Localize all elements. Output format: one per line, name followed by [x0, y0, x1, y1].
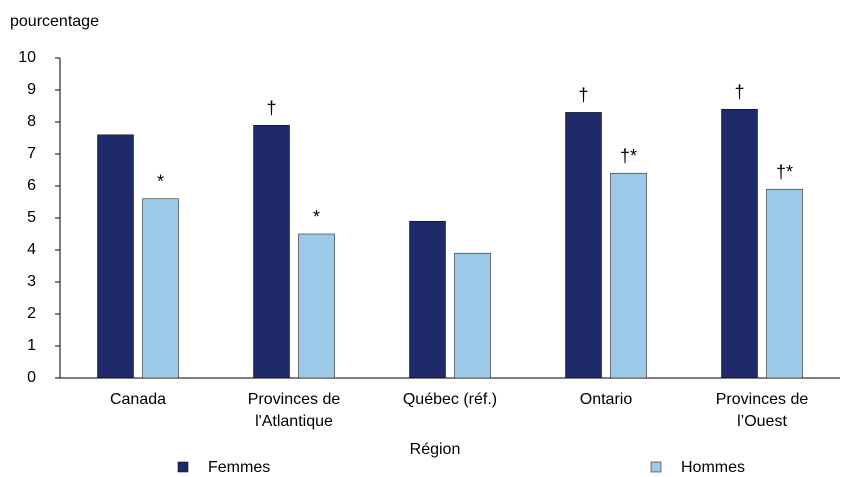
bar — [766, 188, 803, 379]
bar — [721, 108, 758, 379]
bar-annotation: †* — [776, 162, 793, 182]
bar — [610, 172, 647, 379]
y-tick-label: 7 — [27, 145, 36, 162]
bar-annotation: * — [313, 207, 320, 227]
bar-annotation: †* — [620, 146, 637, 166]
y-tick-label: 5 — [27, 209, 36, 226]
x-axis-title: Région — [410, 441, 461, 458]
bar — [565, 112, 602, 379]
bar — [253, 124, 290, 379]
x-tick-label: Provinces de — [248, 391, 341, 408]
bar — [298, 233, 335, 379]
bar — [454, 252, 491, 379]
y-tick-label: 8 — [27, 113, 36, 130]
bar-annotation: * — [157, 172, 164, 192]
y-tick-label: 0 — [27, 369, 36, 386]
legend-swatch — [177, 461, 189, 473]
legend-label: Hommes — [681, 459, 745, 476]
x-tick-label: l'Atlantique — [255, 413, 333, 430]
bar — [97, 134, 134, 379]
bar-annotation: † — [266, 98, 276, 118]
legend-label: Femmes — [208, 459, 270, 476]
x-tick-label: Canada — [110, 391, 166, 408]
legend-swatch — [650, 461, 662, 473]
y-axis-title: pourcentage — [10, 13, 99, 30]
bar-annotation: † — [734, 82, 744, 102]
y-tick-label: 4 — [27, 241, 36, 258]
x-tick-label: l’Ouest — [737, 413, 787, 430]
y-tick-label: 10 — [18, 49, 36, 66]
y-tick-label: 3 — [27, 273, 36, 290]
y-tick-label: 6 — [27, 177, 36, 194]
x-tick-label: Québec (réf.) — [403, 391, 497, 408]
bar — [142, 198, 179, 379]
bar-annotation: † — [578, 85, 588, 105]
y-tick-label: 9 — [27, 81, 36, 98]
x-tick-label: Ontario — [580, 391, 633, 408]
y-tick-label: 2 — [27, 305, 36, 322]
bar — [409, 220, 446, 379]
y-tick-label: 1 — [27, 337, 36, 354]
x-tick-label: Provinces de — [716, 391, 809, 408]
